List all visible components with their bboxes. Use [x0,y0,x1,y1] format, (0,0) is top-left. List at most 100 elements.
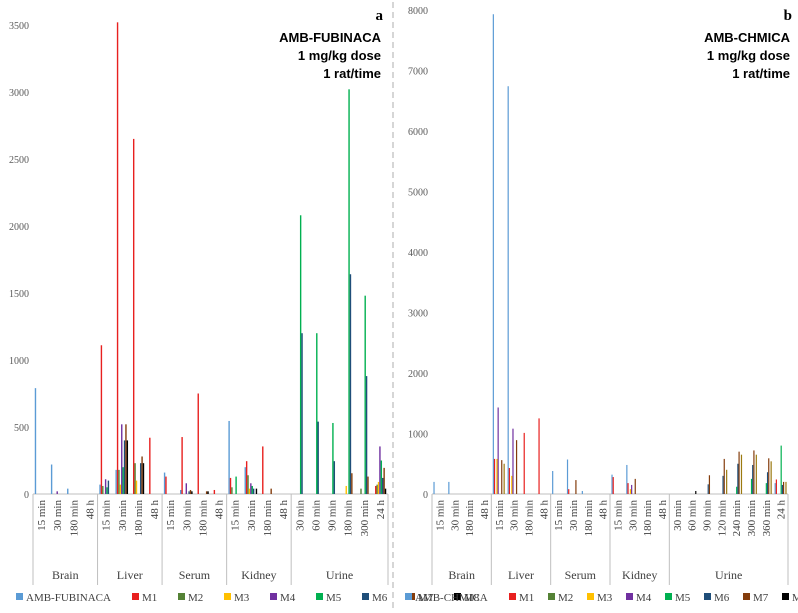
x-tick-label: 30 min [246,500,258,531]
bar-m4-4 [497,407,499,494]
bar-m8-21 [384,488,387,494]
bar-m7-22 [768,458,770,494]
bar-m6-19 [349,274,352,494]
bar-m4-13 [250,483,252,494]
legend-item: M4 [626,592,652,604]
bar-m9-22 [770,461,772,494]
x-tick-label: 30 min [672,500,684,531]
bar-amb-fubinaca-2 [67,488,69,494]
bar-amb-fubinaca-5 [115,469,117,494]
legend-swatch [548,593,555,600]
bar-amb-chmica-1 [448,481,450,494]
bar-amb-fubinaca-1 [50,464,53,494]
bar-m6-19 [722,475,724,494]
bar-m6-20 [737,463,739,494]
legend-label: M2 [188,592,203,604]
bar-amb-chmica-5 [507,86,509,494]
bar-m5-23 [780,445,782,494]
bar-m1-13 [245,461,248,494]
bar-m8-10 [207,491,209,494]
x-tick-label: 24 h [375,500,387,520]
bar-m7-13 [634,478,636,495]
x-tick-label: 15 min [553,500,565,531]
bar-m3-4 [496,458,498,494]
bar-m1-13 [627,483,629,494]
bar-m4-1 [56,491,58,494]
bar-m1-6 [132,138,135,494]
x-tick-label: 180 min [642,500,654,537]
bar-m5-18 [332,422,334,494]
group-label-urine: Urine [326,568,353,582]
y-tick-label: 2000 [408,369,428,380]
bar-m7-20 [367,476,369,494]
bar-m5-4 [106,487,108,494]
bar-m5-22 [765,483,767,494]
x-tick-label: 15 min [230,500,242,531]
bar-m6-22 [766,472,769,494]
bar-m6-13 [252,488,255,494]
group-label-liver: Liver [117,568,143,582]
legend-item: M6 [704,592,730,604]
legend-swatch [626,593,633,600]
bar-m2-4 [102,485,104,494]
bar-m3-5 [119,484,122,494]
bar-amb-fubinaca-0 [34,388,37,494]
legend-item: M2 [548,592,573,604]
y-tick-label: 1500 [9,289,29,300]
x-tick-label: 48 h [657,500,669,520]
bar-m7-14 [270,488,272,494]
x-tick-label: 180 min [583,500,595,537]
bar-amb-chmica-4 [492,14,494,495]
bar-amb-chmica-10 [581,490,583,494]
legend-item: M4 [270,592,296,604]
legend-swatch [509,593,516,600]
x-tick-label: 15 min [434,500,446,531]
x-tick-label: 15 min [165,500,177,531]
x-tick-label: 48 h [598,500,610,520]
legend-item: M8 [454,592,480,604]
bar-m1-12 [612,477,614,494]
bar-m4-5 [512,428,514,494]
bar-m7-9 [189,489,192,494]
group-label-liver: Liver [508,568,534,582]
bar-m4-21 [379,446,381,494]
bar-amb-chmica-9 [566,459,569,494]
legend-item: M3 [587,592,613,604]
bar-m5-13 [251,485,253,494]
bar-m6-9 [188,491,190,494]
bar-m5-21 [380,460,383,494]
bar-m6-6 [139,463,142,494]
legend-item: M8 [782,592,798,604]
bar-m6-5 [123,440,126,494]
bar-m1-21 [375,485,377,494]
bar-m1-4 [493,458,496,494]
y-tick-label: 3000 [408,309,428,320]
bar-m6-18 [707,484,709,494]
y-tick-label: 3500 [9,21,29,32]
bar-m8-13 [255,488,258,494]
legend-swatch [178,593,185,600]
bar-m3-19 [345,485,347,494]
legend-label: M5 [675,592,691,604]
bar-m5-19 [348,89,350,494]
y-tick-label: 2500 [9,155,29,166]
x-tick-label: 180 min [523,500,535,537]
legend-item: M5 [316,592,342,604]
y-tick-label: 4000 [408,248,428,259]
bar-m7-21 [753,450,755,494]
legend-swatch [224,593,231,600]
bar-m6-4 [107,480,110,494]
legend-label: M8 [792,592,798,604]
annotation-line: 1 rat/time [323,66,381,81]
x-tick-label: 60 min [687,500,699,531]
bar-m1-7 [538,418,540,495]
x-tick-label: 120 min [716,500,728,537]
bar-m1-5 [508,467,510,494]
x-tick-label: 30 min [449,500,461,531]
group-label-kidney: Kidney [241,568,276,582]
x-tick-label: 15 min [612,500,624,531]
legend-label: M4 [636,592,652,604]
legend-item: AMB-CHMICA [405,592,488,604]
legend-swatch [704,593,711,600]
